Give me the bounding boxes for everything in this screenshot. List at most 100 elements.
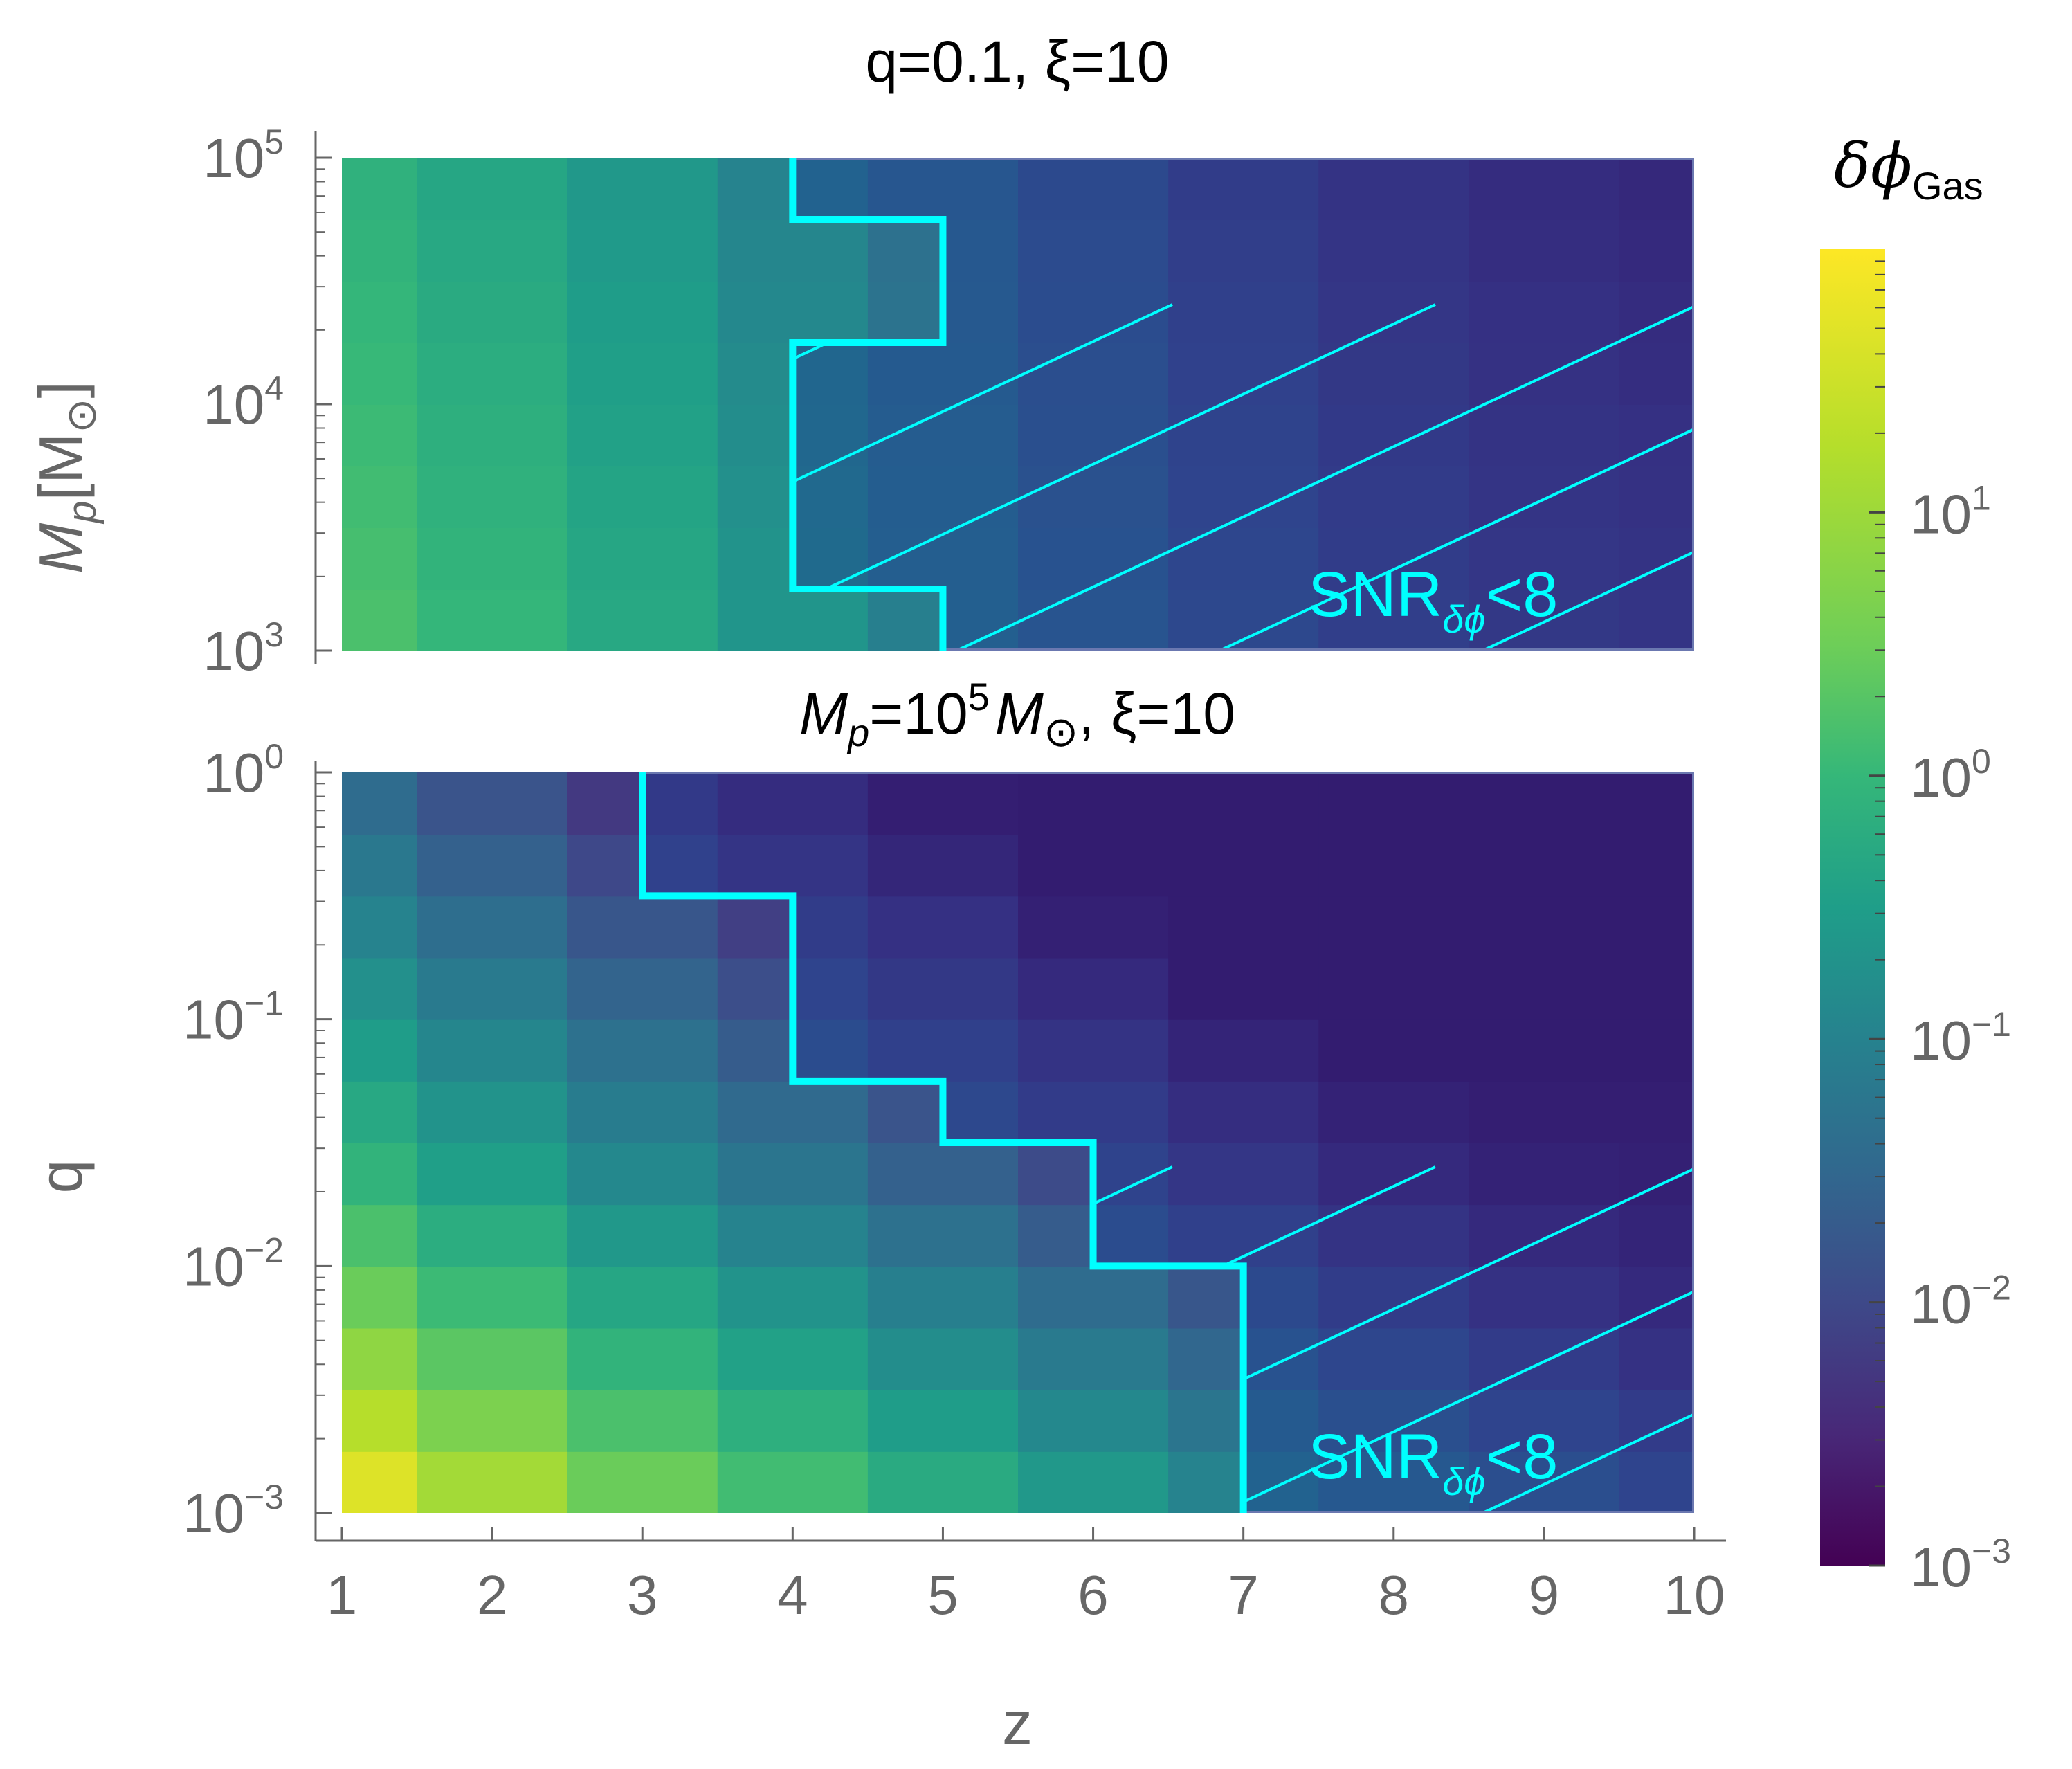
snr-label: SNRδϕ<8	[1308, 1422, 1558, 1503]
heatmap-cell	[1168, 1080, 1320, 1143]
heatmap-cell	[1469, 1389, 1620, 1452]
heatmap-cell	[1469, 896, 1620, 959]
heatmap-cell	[1318, 589, 1470, 651]
heatmap-cell	[417, 1327, 568, 1390]
heatmap-cell	[1619, 589, 1694, 651]
heatmap-cell	[417, 772, 568, 835]
heatmap-cell	[1619, 466, 1694, 528]
heatmap-cell	[417, 1451, 568, 1513]
heatmap-cell	[342, 896, 418, 959]
colorbar-tick-label: 101	[1910, 478, 1991, 545]
heatmap-cell	[1168, 219, 1320, 282]
heatmap-cell	[567, 158, 718, 220]
heatmap-cell	[1018, 527, 1170, 590]
heatmap-cell	[867, 896, 1019, 959]
heatmap-cell	[417, 158, 568, 220]
heatmap-cell	[867, 1266, 1019, 1329]
heatmap-cell	[1168, 158, 1320, 220]
heatmap-cell	[417, 1143, 568, 1206]
y-tick-label: 104	[203, 369, 284, 435]
x-tick-label: 5	[927, 1564, 958, 1626]
heatmap-cell	[1619, 1451, 1694, 1513]
heatmap-cell	[1018, 589, 1170, 651]
heatmap-cell	[1018, 219, 1170, 282]
heatmap-cell	[1318, 466, 1470, 528]
heatmap-cell	[567, 343, 718, 405]
x-tick-label: 10	[1664, 1564, 1725, 1626]
heatmap-cell	[717, 589, 869, 651]
snr-hatch-line	[792, 303, 1173, 651]
heatmap-cell	[342, 1327, 418, 1390]
heatmap-cell	[342, 1080, 418, 1143]
heatmap-cell	[1469, 772, 1620, 835]
heatmap-cell	[717, 834, 869, 897]
heatmap-cell	[1018, 1080, 1170, 1143]
heatmap-cell	[567, 219, 718, 282]
snr-boundary-line	[639, 772, 1247, 1513]
heatmap-cell	[1318, 1327, 1470, 1390]
heatmap-cell	[717, 1266, 869, 1329]
heatmap-cell	[417, 896, 568, 959]
heatmap-cell	[1168, 834, 1320, 897]
x-tick-label: 2	[477, 1564, 508, 1626]
heatmap-cell	[717, 1080, 869, 1143]
heatmap-cell	[417, 466, 568, 528]
heatmap-cell	[1619, 1080, 1694, 1143]
x-tick-label: 4	[777, 1564, 808, 1626]
heatmap-cell	[717, 1204, 869, 1267]
heatmap-cell	[1469, 1019, 1620, 1082]
heatmap-cell	[867, 343, 1019, 405]
heatmap-cell	[1018, 896, 1170, 959]
heatmap-cell	[342, 1143, 418, 1206]
heatmap-cell	[867, 1389, 1019, 1452]
colorbar-tick-label: 10−2	[1910, 1269, 2011, 1335]
heatmap-cell	[1469, 1266, 1620, 1329]
heatmap-cell	[567, 404, 718, 466]
heatmap-cell	[1168, 896, 1320, 959]
heatmap-cell	[867, 1451, 1019, 1513]
bottom-y-axis-label: q	[26, 1160, 95, 1194]
heatmap-cell	[342, 1266, 418, 1329]
heatmap-cell	[1318, 896, 1470, 959]
heatmap-cell	[867, 158, 1019, 220]
heatmap-cell	[1018, 466, 1170, 528]
heatmap-cell	[342, 343, 418, 405]
heatmap-cell	[417, 527, 568, 590]
heatmap-cell	[1318, 1204, 1470, 1267]
heatmap-cell	[1168, 772, 1320, 835]
heatmap-cell	[567, 589, 718, 651]
heatmap-cell	[1318, 404, 1470, 466]
heatmap-cell	[1619, 219, 1694, 282]
heatmap-cell	[1469, 281, 1620, 343]
x-axis-ticks: 1 2 3 4 5 6 7 8 9 10	[327, 1527, 1725, 1626]
heatmap-cell	[1318, 343, 1470, 405]
colorbar-tick-label: 10−3	[1910, 1532, 2011, 1598]
heatmap-cell	[1018, 1327, 1170, 1390]
snr-boundary-line	[789, 158, 947, 651]
top-panel-title: q=0.1, ξ=10	[865, 29, 1169, 94]
heatmap-cell	[567, 957, 718, 1020]
heatmap-cell	[1168, 527, 1320, 590]
heatmap-cell	[417, 1389, 568, 1452]
heatmap-cell	[417, 1080, 568, 1143]
heatmap-cell	[342, 834, 418, 897]
x-tick-label: 6	[1078, 1564, 1109, 1626]
heatmap-cell	[1018, 404, 1170, 466]
colorbar-gradient	[1820, 249, 1885, 1566]
heatmap-cell	[1619, 343, 1694, 405]
heatmap-cell	[1469, 957, 1620, 1020]
heatmap-cell	[1018, 158, 1170, 220]
title-xi: , ξ=10	[1078, 681, 1235, 746]
heatmap-cell	[342, 957, 418, 1020]
heatmap-cell	[1318, 219, 1470, 282]
heatmap-cell	[417, 343, 568, 405]
heatmap-cell	[1318, 834, 1470, 897]
top-y-axis-label: Mp[M⊙]	[26, 381, 104, 574]
heatmap-cell	[417, 1266, 568, 1329]
heatmap-cell	[1469, 1143, 1620, 1206]
heatmap-cell	[867, 1327, 1019, 1390]
title-exp: 5	[968, 675, 990, 718]
x-tick-label: 7	[1228, 1564, 1259, 1626]
y-tick-label: 100	[203, 737, 284, 804]
